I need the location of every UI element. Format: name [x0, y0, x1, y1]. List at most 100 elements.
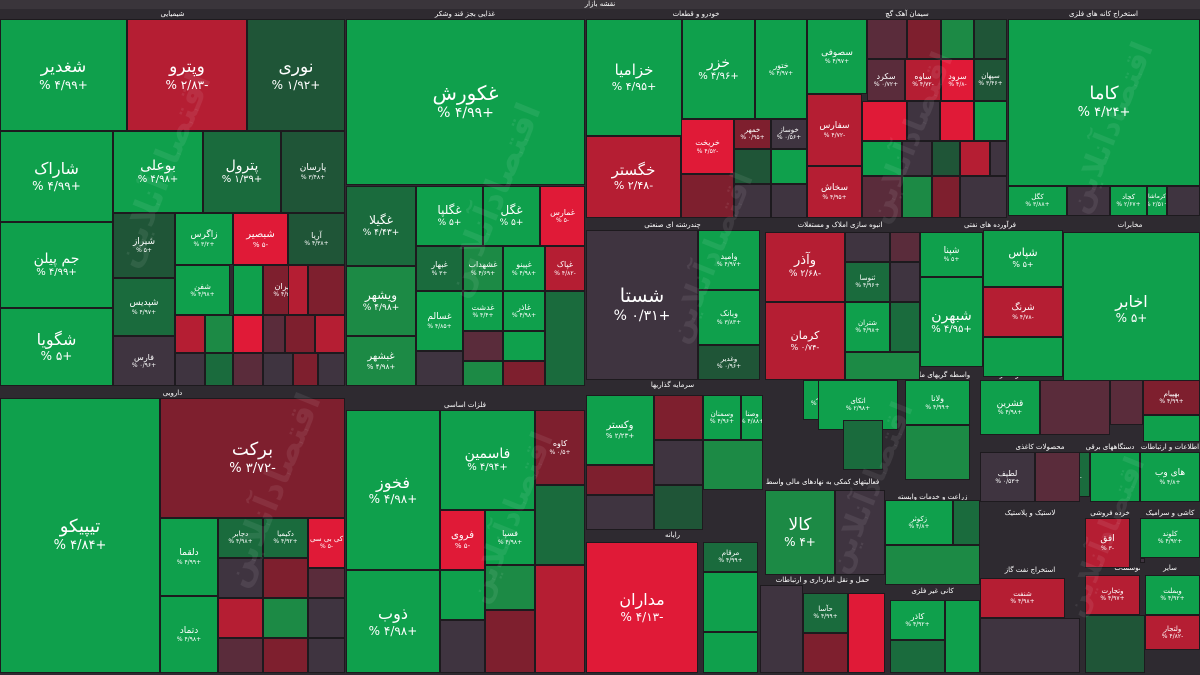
stock-tile-small[interactable]: [293, 353, 318, 386]
stock-tile-small[interactable]: [848, 593, 885, 673]
stock-tile-small[interactable]: [703, 572, 758, 632]
stock-tile-small[interactable]: [205, 353, 233, 386]
stock-tile[interactable]: مداران -۴/۱۳ %: [586, 542, 698, 673]
stock-tile[interactable]: شنفت +۴/۹۸ %: [980, 578, 1065, 618]
stock-tile-small[interactable]: [503, 361, 545, 386]
stock-tile-small[interactable]: [308, 265, 345, 315]
stock-tile[interactable]: غپاک -۴/۸۲ %: [545, 246, 585, 291]
stock-tile-small[interactable]: [263, 558, 308, 598]
stock-tile-small[interactable]: [233, 353, 263, 386]
stock-tile[interactable]: غبهار +۳ %: [416, 246, 463, 291]
stock-tile-small[interactable]: [485, 610, 535, 673]
stock-tile-small[interactable]: [535, 485, 585, 565]
stock-tile-small[interactable]: [980, 618, 1080, 673]
stock-tile[interactable]: فروی -۵ %: [440, 510, 485, 570]
stock-tile[interactable]: غشهداب +۴/۶۹ %: [463, 246, 503, 291]
stock-tile[interactable]: وامید +۴/۹۷ %: [698, 230, 760, 290]
stock-tile-small[interactable]: [175, 315, 205, 353]
stock-tile-small[interactable]: [703, 440, 763, 490]
stock-tile[interactable]: کچاد +۲/۶۷ %: [1110, 186, 1147, 216]
stock-tile[interactable]: سپهان +۳/۴۶ %: [974, 59, 1007, 101]
stock-tile[interactable]: شیراز +۵ %: [113, 213, 175, 278]
stock-tile-small[interactable]: [902, 176, 932, 218]
stock-tile[interactable]: کرماشا+۲/۵۱ %: [1147, 186, 1167, 216]
stock-tile[interactable]: شستا +۰/۳۱ %: [586, 230, 698, 380]
stock-tile-small[interactable]: [941, 19, 974, 59]
stock-tile[interactable]: غکورش +۴/۹۹ %: [346, 19, 585, 185]
stock-tile-small[interactable]: [681, 174, 734, 218]
stock-tile-small[interactable]: [1167, 186, 1200, 216]
stock-tile-small[interactable]: [263, 638, 308, 673]
stock-tile[interactable]: سرود -۴/۸ %: [941, 59, 974, 101]
stock-tile[interactable]: مرقام +۴/۹۹ %: [703, 542, 758, 572]
stock-tile[interactable]: وسمنان +۴/۹۶ %: [703, 395, 741, 440]
stock-tile-small[interactable]: [703, 632, 758, 673]
stock-tile[interactable]: غمارس -۵ %: [540, 186, 585, 246]
stock-tile-small[interactable]: [932, 176, 960, 218]
stock-tile[interactable]: تیپیکو +۴/۸۴ %: [0, 398, 160, 673]
stock-tile[interactable]: ولتجار -۴/۸۲ %: [1145, 615, 1200, 650]
stock-tile-small[interactable]: [843, 420, 883, 470]
stock-tile-small[interactable]: [945, 600, 980, 673]
stock-tile[interactable]: سفارس -۴/۷۲ %: [807, 94, 862, 166]
stock-tile[interactable]: کگل +۳/۸۸ %: [1008, 186, 1067, 216]
stock-tile-small[interactable]: [953, 500, 980, 545]
stock-tile-small[interactable]: [263, 598, 308, 638]
stock-tile[interactable]: وصنا+۴/۸۸ %: [741, 395, 763, 440]
stock-tile[interactable]: ذوب +۴/۹۸ %: [346, 570, 440, 673]
stock-tile[interactable]: پترول +۱/۳۹ %: [203, 131, 281, 213]
stock-tile[interactable]: کلوند +۴/۹۲ %: [1140, 518, 1200, 558]
stock-tile-small[interactable]: [983, 337, 1063, 377]
stock-tile[interactable]: وآذر -۲/۶۸ %: [765, 232, 845, 302]
stock-tile-small[interactable]: [1143, 415, 1200, 442]
stock-tile-small[interactable]: [862, 141, 902, 176]
stock-tile-small[interactable]: [1110, 380, 1143, 425]
stock-tile-small[interactable]: [771, 184, 807, 218]
stock-tile-small[interactable]: [867, 19, 907, 59]
stock-tile[interactable]: بوعلی +۴/۹۸ %: [113, 131, 203, 213]
stock-tile[interactable]: کرمان -۰/۷۴ %: [765, 302, 845, 380]
stock-tile[interactable]: اتکای +۲/۹۸ %: [818, 380, 898, 430]
stock-tile-small[interactable]: [463, 361, 503, 386]
stock-tile[interactable]: غگل +۵ %: [483, 186, 540, 246]
stock-tile[interactable]: شپنا +۵ %: [920, 232, 983, 277]
stock-tile[interactable]: حآسا +۴/۹۹ %: [803, 593, 848, 633]
stock-tile[interactable]: سکرد +۰/۷۲ %: [867, 59, 905, 101]
stock-tile-small[interactable]: [233, 315, 263, 353]
stock-tile-small[interactable]: [862, 176, 902, 218]
stock-tile[interactable]: افق -۳ %: [1085, 518, 1130, 568]
stock-tile[interactable]: سخاش +۴/۹۵ %: [807, 166, 862, 218]
stock-tile[interactable]: شتران +۴/۹۸ %: [845, 302, 890, 352]
stock-tile[interactable]: کی بی سی -۵ %: [308, 518, 345, 568]
stock-tile[interactable]: شگویا +۵ %: [0, 308, 113, 386]
stock-tile[interactable]: خزامیا +۴/۹۵ %: [586, 19, 682, 136]
stock-tile-small[interactable]: [890, 262, 920, 302]
stock-tile-small[interactable]: [586, 495, 654, 530]
stock-tile[interactable]: بهپیام +۴/۹۹ %: [1143, 380, 1200, 415]
stock-tile[interactable]: ویشهر +۴/۹۸ %: [346, 266, 416, 336]
stock-tile[interactable]: وپترو -۲/۸۳ %: [127, 19, 247, 131]
stock-tile-small[interactable]: [835, 490, 885, 575]
stock-tile-small[interactable]: [974, 19, 1007, 59]
stock-tile[interactable]: غپینو +۴/۹۸ %: [503, 246, 545, 291]
stock-tile[interactable]: فخوز +۴/۹۸ %: [346, 410, 440, 570]
stock-tile-small[interactable]: [1035, 452, 1080, 502]
stock-tile[interactable]: شفن +۴/۹۸ %: [175, 265, 230, 315]
stock-tile-small[interactable]: [890, 640, 945, 673]
stock-tile-small[interactable]: [654, 395, 703, 440]
stock-tile[interactable]: غگلپا +۵ %: [416, 186, 483, 246]
stock-tile[interactable]: کاما +۴/۲۴ %: [1008, 19, 1200, 186]
stock-tile-small[interactable]: [803, 633, 848, 673]
stock-tile-small[interactable]: [734, 184, 771, 218]
stock-tile-small[interactable]: [990, 141, 1007, 176]
stock-tile-small[interactable]: [485, 565, 535, 610]
stock-tile-small[interactable]: [890, 302, 920, 352]
stock-tile[interactable]: غدشت +۴/۴ %: [463, 291, 503, 331]
stock-tile[interactable]: شبصیر -۵ %: [233, 213, 288, 265]
stock-tile[interactable]: شاراک +۴/۹۹ %: [0, 131, 113, 222]
stock-tile-small[interactable]: [760, 585, 803, 673]
stock-tile[interactable]: دلقما +۴/۹۹ %: [160, 518, 218, 596]
stock-tile[interactable]: وکستر +۲/۲۳ %: [586, 395, 654, 465]
stock-tile-small[interactable]: [288, 265, 308, 315]
stock-tile[interactable]: فسپا +۴/۹۸ %: [485, 510, 535, 565]
